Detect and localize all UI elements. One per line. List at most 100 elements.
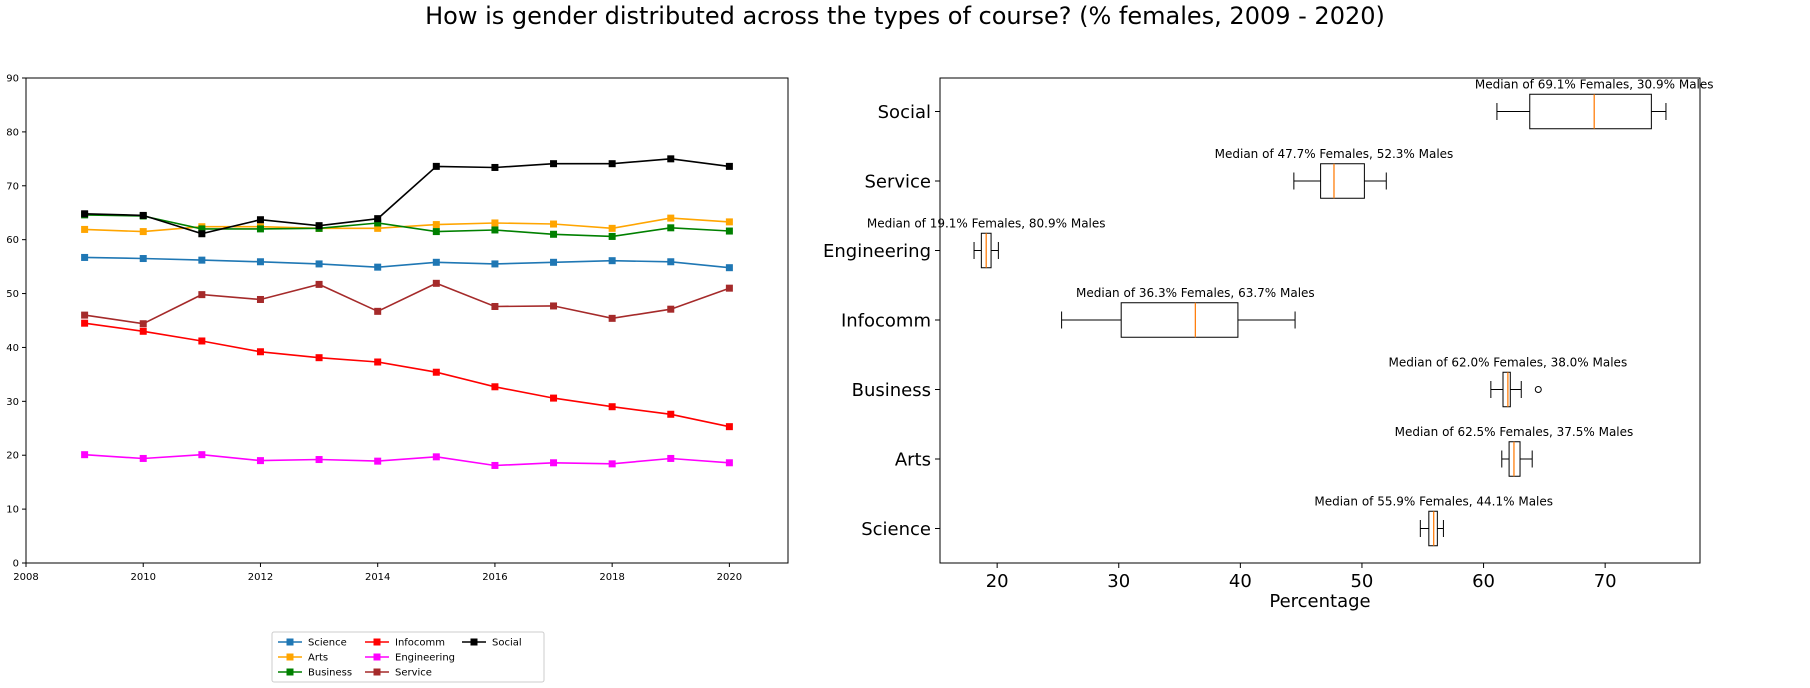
data-point-social: [81, 210, 89, 218]
outlier-business: [1534, 386, 1542, 393]
x-tick-label: 2014: [365, 572, 390, 583]
x-axis-label: Percentage: [1269, 591, 1370, 612]
data-point-arts: [608, 224, 616, 232]
data-point-social: [608, 160, 616, 168]
box-business: [1502, 371, 1511, 408]
legend-label-business: Business: [308, 668, 352, 679]
data-point-social: [374, 215, 382, 223]
legend-marker-engineering: [373, 653, 381, 661]
y-tick-label-engineering: Engineering: [823, 241, 931, 262]
y-tick-label-business: Business: [852, 380, 931, 401]
data-point-infocomm: [725, 423, 733, 431]
median-annotation-social: Median of 69.1% Females, 30.9% Males: [1475, 77, 1714, 91]
x-tick-label: 70: [1594, 571, 1617, 592]
median-annotation-infocomm: Median of 36.3% Females, 63.7% Males: [1076, 286, 1315, 300]
data-point-science: [667, 258, 675, 266]
legend-marker-arts: [286, 653, 294, 661]
box-service: [1320, 163, 1365, 199]
legend-marker-social: [470, 638, 478, 646]
data-point-infocomm: [608, 403, 616, 411]
median-annotation-engineering: Median of 19.1% Females, 80.9% Males: [867, 216, 1106, 230]
x-tick-label: 2018: [599, 572, 624, 583]
data-point-infocomm: [139, 327, 147, 335]
legend-label-engineering: Engineering: [395, 653, 455, 664]
y-tick-label: 60: [6, 235, 19, 246]
line-plot-frame: [25, 77, 789, 564]
data-point-arts: [667, 214, 675, 222]
series-line-engineering: [84, 453, 730, 467]
x-tick-label: 60: [1472, 571, 1495, 592]
median-annotation-business: Median of 62.0% Females, 38.0% Males: [1389, 355, 1628, 369]
data-point-service: [139, 320, 147, 328]
data-point-science: [81, 253, 89, 261]
data-point-engineering: [725, 459, 733, 467]
data-point-social: [315, 222, 323, 230]
legend-marker-science: [286, 638, 294, 646]
y-tick-label-science: Science: [861, 519, 931, 540]
data-point-engineering: [491, 461, 499, 469]
series-line-science: [84, 256, 730, 269]
y-tick-label-social: Social: [878, 102, 931, 123]
data-point-science: [491, 260, 499, 268]
data-point-service: [256, 295, 264, 303]
data-point-social: [432, 162, 440, 170]
data-point-business: [667, 224, 675, 232]
x-tick-label: 30: [1107, 571, 1130, 592]
data-point-service: [81, 311, 89, 319]
data-point-business: [550, 230, 558, 238]
data-point-science: [139, 255, 147, 263]
y-tick-label: 20: [6, 451, 19, 462]
data-point-engineering: [81, 451, 89, 459]
y-tick-label: 70: [6, 181, 19, 192]
legend-label-arts: Arts: [308, 653, 328, 664]
data-point-arts: [491, 219, 499, 227]
data-point-social: [139, 211, 147, 219]
data-point-business: [198, 225, 206, 233]
data-point-infocomm: [315, 354, 323, 362]
median-annotation-arts: Median of 62.5% Females, 37.5% Males: [1395, 425, 1634, 439]
legend-marker-infocomm: [373, 638, 381, 646]
legend-label-service: Service: [395, 668, 432, 679]
data-point-social: [725, 162, 733, 170]
data-point-infocomm: [432, 368, 440, 376]
data-point-service: [432, 279, 440, 287]
series-line-infocomm: [84, 322, 730, 428]
data-point-engineering: [374, 457, 382, 465]
data-point-service: [491, 302, 499, 310]
y-tick-label: 40: [6, 343, 19, 354]
y-tick-label: 90: [6, 74, 19, 85]
data-point-infocomm: [550, 394, 558, 402]
x-tick-label: 50: [1350, 571, 1373, 592]
data-point-engineering: [139, 454, 147, 462]
data-point-science: [198, 256, 206, 264]
series-line-service: [84, 282, 730, 325]
data-point-service: [725, 284, 733, 292]
data-point-science: [608, 257, 616, 265]
box-social: [1529, 93, 1652, 130]
data-point-business: [725, 227, 733, 235]
line-chart: 2008 2010 2012 2014 2016 2018 2020 0 10 20 30 40 50 6…: [6, 74, 789, 683]
series-line-social: [84, 157, 730, 235]
y-tick-label: 10: [6, 505, 19, 516]
y-tick-label-infocomm: Infocomm: [841, 311, 931, 332]
median-annotation-science: Median of 55.9% Females, 44.1% Males: [1314, 494, 1553, 508]
data-point-infocomm: [491, 383, 499, 391]
data-point-infocomm: [256, 348, 264, 356]
data-point-engineering: [550, 459, 558, 467]
data-point-infocomm: [374, 358, 382, 366]
data-point-arts: [374, 224, 382, 232]
data-point-social: [256, 216, 264, 224]
data-point-business: [256, 225, 264, 233]
y-tick-label-arts: Arts: [895, 450, 931, 471]
data-point-infocomm: [198, 337, 206, 345]
y-tick-label-service: Service: [864, 172, 931, 193]
data-point-service: [550, 302, 558, 310]
data-point-social: [198, 230, 206, 238]
x-tick-label: 2010: [131, 572, 156, 583]
data-point-service: [198, 291, 206, 299]
series-line-business: [84, 214, 730, 238]
x-tick-label: 40: [1229, 571, 1252, 592]
data-point-infocomm: [81, 319, 89, 327]
y-tick-label: 0: [13, 559, 19, 570]
